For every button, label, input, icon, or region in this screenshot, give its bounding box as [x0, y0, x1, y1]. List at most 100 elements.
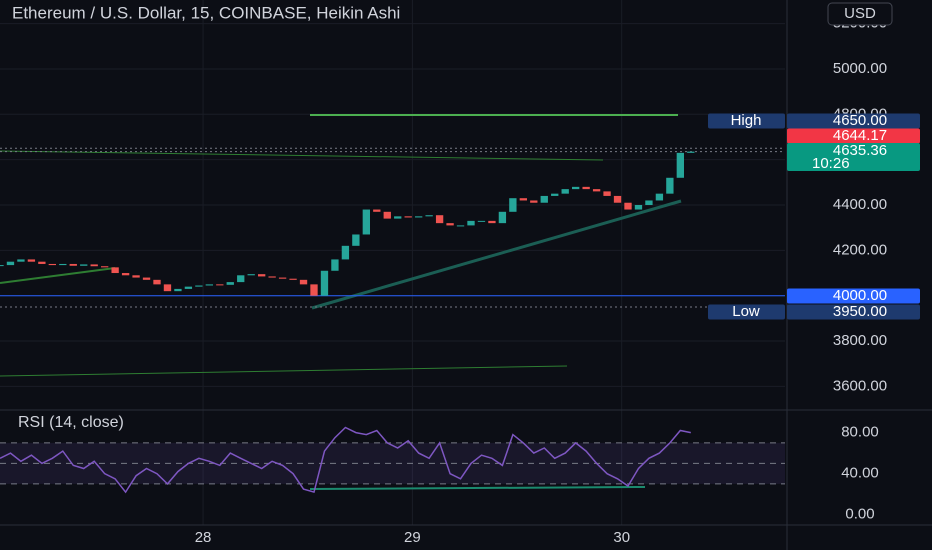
price-tag-value: 4650.00: [833, 112, 887, 129]
candle: [415, 216, 423, 218]
candle: [435, 215, 444, 224]
candle: [48, 263, 56, 266]
candle: [394, 216, 402, 219]
candle: [655, 193, 664, 201]
price-tag: [787, 304, 920, 320]
chart-title: Ethereum / U.S. Dollar, 15, COINBASE, He…: [12, 3, 400, 22]
candle: [331, 259, 339, 271]
candle: [613, 195, 622, 203]
candle: [205, 284, 213, 286]
candle: [153, 279, 161, 285]
trend-line: [0, 267, 116, 284]
candle: [687, 151, 695, 153]
price-tag: [787, 288, 920, 304]
candle: [320, 270, 329, 296]
candle: [551, 193, 559, 196]
candle: [174, 288, 182, 292]
price-tag-label: High: [731, 112, 762, 129]
candle: [383, 211, 391, 219]
price-tag: [787, 113, 920, 129]
candle: [352, 234, 360, 246]
y-tick-label: 40.00: [841, 465, 879, 482]
x-tick-label: 29: [404, 529, 421, 546]
rsi-trend-line: [309, 486, 646, 490]
y-tick-label: 3800.00: [833, 332, 887, 349]
candle: [603, 191, 611, 196]
candle: [404, 216, 412, 218]
y-tick-label: 4200.00: [833, 241, 887, 258]
candle: [0, 265, 4, 267]
candle: [132, 275, 140, 278]
candle: [299, 279, 308, 285]
candle: [477, 220, 486, 222]
drawings: [0, 114, 682, 490]
candle: [624, 202, 632, 210]
candle: [498, 211, 507, 224]
candle: [519, 198, 527, 201]
candle: [425, 215, 433, 217]
candle: [572, 186, 580, 190]
candle: [121, 273, 130, 276]
candle: [278, 277, 287, 279]
candle: [59, 263, 67, 266]
candle: [645, 200, 653, 205]
candle: [101, 266, 109, 268]
price-tag-value: 3950.00: [833, 303, 887, 320]
y-tick-label: 3600.00: [833, 377, 887, 394]
x-tick-label: 30: [613, 529, 630, 546]
candle: [530, 200, 538, 203]
candle: [362, 209, 370, 235]
trend-line: [0, 150, 604, 161]
y-tick-label: 0.00: [845, 506, 874, 523]
candle: [17, 259, 25, 262]
candle: [184, 286, 193, 289]
candle: [268, 276, 276, 278]
candle: [237, 275, 245, 283]
candle: [634, 205, 643, 210]
price-tag-label-box: [708, 304, 785, 320]
candle: [676, 152, 684, 178]
price-tag-value: 4644.17: [833, 127, 887, 144]
candle: [69, 263, 77, 266]
price-tag-value: 4000.00: [833, 287, 887, 304]
candle: [216, 284, 224, 286]
trend-line: [0, 365, 568, 377]
marks: [0, 147, 785, 494]
currency-button[interactable]: [827, 2, 893, 26]
currency-label[interactable]: USD: [844, 5, 876, 22]
rsi-band: [0, 442, 785, 484]
indicator-title: RSI (14, close): [18, 414, 124, 431]
candle: [456, 225, 465, 227]
price-tag-countdown: 10:26: [812, 155, 850, 172]
trend-line: [311, 199, 682, 310]
candle: [488, 220, 496, 224]
candle: [289, 278, 297, 280]
price-tag: [787, 128, 920, 144]
price-tag-label-box: [708, 113, 785, 129]
candle: [27, 259, 36, 262]
candle: [446, 223, 454, 226]
candle: [38, 261, 46, 264]
price-tag-value: 4635.36: [833, 142, 887, 159]
candle: [90, 264, 98, 267]
candle: [142, 277, 151, 280]
price-tag: [787, 143, 920, 171]
y-tick-label: 5000.00: [833, 60, 887, 77]
candle: [373, 209, 381, 212]
x-tick-label: 28: [195, 529, 212, 546]
candle: [592, 189, 601, 192]
candle: [582, 186, 590, 190]
candle: [509, 198, 517, 212]
y-tick-label: 80.00: [841, 424, 879, 441]
candle: [80, 264, 88, 266]
candle: [258, 274, 266, 277]
candle: [195, 285, 203, 287]
rsi-line: [0, 426, 691, 494]
candle: [561, 189, 569, 194]
candle: [163, 284, 172, 292]
candle: [6, 261, 15, 266]
candle: [666, 177, 674, 194]
